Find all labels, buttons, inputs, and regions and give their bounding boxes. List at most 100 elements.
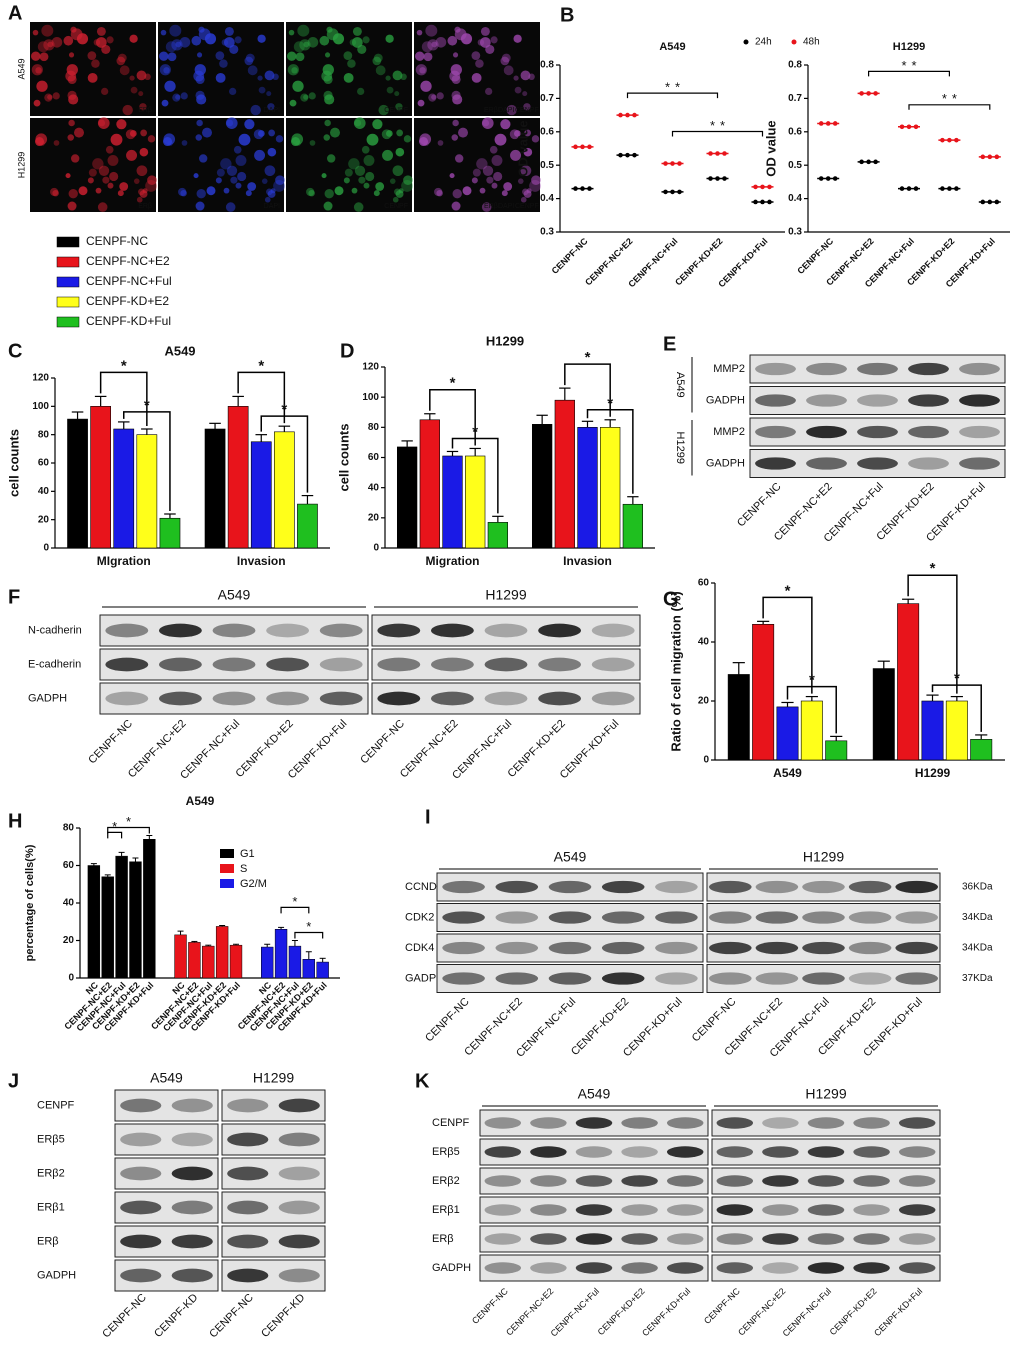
band: [959, 425, 1000, 439]
legend-label: CENPF-NC: [86, 234, 148, 248]
cell: [196, 189, 206, 199]
bar: [159, 517, 181, 549]
bar: [622, 503, 644, 549]
band: [621, 1117, 658, 1129]
cell: [486, 176, 494, 184]
bar: [143, 839, 156, 979]
data-point: [708, 176, 713, 181]
cell: [386, 86, 394, 94]
group-label: A549: [150, 1070, 183, 1086]
lane-label: CENPF-NC: [207, 1292, 256, 1341]
band: [120, 1200, 162, 1215]
band: [227, 1132, 269, 1147]
cell: [458, 127, 468, 138]
group-label: A549: [674, 372, 686, 398]
band: [807, 1117, 845, 1129]
cell: [460, 33, 473, 45]
band: [806, 425, 847, 439]
cell: [116, 56, 126, 66]
y-tick-label: 80: [38, 429, 50, 440]
band: [655, 941, 698, 955]
band: [716, 1175, 754, 1187]
cell: [147, 135, 156, 143]
cell: [309, 140, 316, 146]
lane-label: CENPF-NC+Ful: [450, 718, 514, 782]
band: [484, 1233, 522, 1245]
cell: [347, 59, 356, 68]
protein-label: ERβ: [37, 1235, 59, 1247]
size-label: 36KDa: [962, 882, 993, 893]
cell: [415, 51, 425, 61]
legend-swatch: [56, 316, 80, 328]
cell: [216, 168, 225, 177]
cell: [321, 70, 333, 82]
cell: [67, 134, 75, 141]
cell: [308, 92, 316, 100]
band: [601, 972, 645, 985]
band: [853, 1233, 890, 1245]
band: [898, 1233, 936, 1245]
x-tick-label: CENPF-NC: [795, 236, 835, 276]
y-tick-label: 120: [362, 362, 379, 373]
cell: [147, 175, 157, 186]
bar: [316, 961, 329, 979]
significance-label: *: [952, 91, 957, 106]
cell: [324, 119, 331, 127]
plot-title: H1299: [893, 41, 925, 53]
cell: [275, 135, 284, 143]
panel-letter: H: [8, 810, 22, 832]
significance-bracket: [280, 906, 310, 914]
lane-label: CENPF-NC: [702, 1286, 742, 1326]
cell: [344, 168, 353, 177]
cell: [233, 145, 242, 154]
cell: [215, 51, 225, 60]
band: [484, 1262, 522, 1274]
band: [158, 691, 202, 706]
cell: [31, 64, 43, 76]
cell: [270, 188, 276, 194]
band: [857, 457, 898, 470]
lane-label: CENPF-NC: [470, 1286, 510, 1326]
group-label: H1299: [803, 849, 844, 865]
bar: [396, 446, 418, 549]
cell: [506, 104, 517, 116]
y-tick-label: 60: [698, 578, 710, 589]
protein-label: GADPH: [706, 394, 745, 406]
band: [171, 1132, 213, 1147]
data-point: [825, 176, 831, 181]
cell: [293, 41, 305, 53]
cell: [70, 154, 80, 163]
cell: [306, 187, 315, 197]
bar: [442, 455, 463, 549]
band: [959, 394, 1000, 407]
cell: [510, 149, 522, 161]
band: [755, 972, 799, 985]
lane-label: CENPF-NC+E2: [504, 1286, 555, 1337]
group-label: H1299: [253, 1070, 294, 1086]
panel-letter: K: [415, 1070, 430, 1092]
band: [442, 911, 485, 924]
cell: [191, 35, 202, 46]
cell: [96, 37, 107, 48]
significance-label: *: [472, 423, 478, 440]
significance-label: *: [911, 58, 916, 73]
cell: [373, 190, 380, 197]
significance-bracket: [626, 92, 719, 99]
cell: [87, 51, 97, 60]
y-tick-label: 0.8: [540, 60, 554, 71]
y-tick-label: 0.4: [540, 193, 554, 204]
band: [484, 657, 528, 672]
lane-label: CENPF-KD: [152, 1292, 200, 1340]
significance-label: *: [144, 397, 150, 414]
band: [908, 394, 949, 407]
x-tick-label: CENPF-NC+Ful: [626, 236, 679, 289]
cell: [348, 158, 360, 170]
bar: [229, 944, 243, 979]
cell: [142, 188, 148, 194]
cell: [494, 133, 507, 146]
panel-letter: I: [425, 806, 431, 828]
cell: [323, 134, 331, 141]
cell: [87, 177, 94, 184]
cell: [98, 165, 110, 176]
cell: [454, 26, 461, 33]
